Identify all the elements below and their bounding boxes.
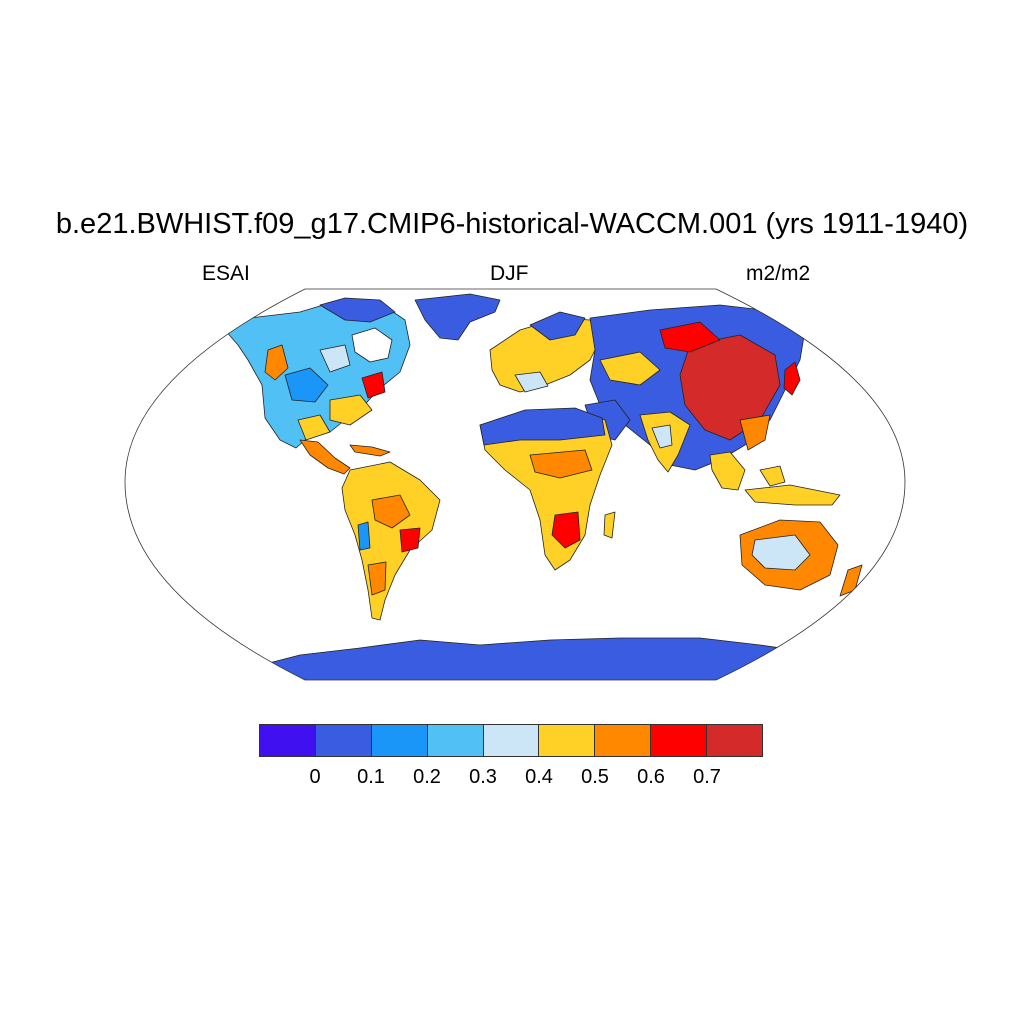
- colorbar-segment: [539, 725, 596, 756]
- na-patch: [297, 414, 331, 441]
- south-america: [341, 461, 441, 621]
- colorbar-segment: [371, 725, 428, 756]
- na-patch: [284, 367, 329, 403]
- variable-label: ESAI: [202, 262, 250, 285]
- season-label: DJF: [490, 262, 529, 285]
- indonesia: [744, 484, 841, 506]
- colorbar-tick-label: 0.5: [581, 766, 609, 788]
- new-zealand: [839, 564, 863, 597]
- japan: [783, 361, 801, 396]
- colorbar-segment: [260, 725, 316, 756]
- colorbar-segment: [595, 725, 652, 756]
- antarctica: [125, 637, 905, 680]
- colorbar-segment: [483, 725, 540, 756]
- na-patch: [361, 371, 386, 399]
- colorbar-segment: [707, 725, 763, 756]
- asia-yellow: [599, 351, 661, 386]
- arctic-islands: [319, 297, 396, 323]
- chart-title: b.e21.BWHIST.f09_g17.CMIP6-historical-WA…: [55, 208, 969, 240]
- hudson-bay: [351, 327, 393, 363]
- colorbar-tick-label: 0.3: [469, 766, 497, 788]
- colorbar-segment: [651, 725, 708, 756]
- colorbar-tick-label: 0.7: [693, 766, 721, 788]
- se-asia: [709, 451, 746, 491]
- caribbean: [349, 444, 391, 457]
- scandinavia: [529, 311, 586, 341]
- australia-pale: [751, 534, 811, 571]
- colorbar-segment: [427, 725, 484, 756]
- na-patch: [319, 344, 351, 373]
- colorbar-tick-label: 0.2: [413, 766, 441, 788]
- madagascar: [603, 511, 616, 539]
- na-patch: [329, 394, 373, 426]
- colorbar-labels: 0 0.1 0.2 0.3 0.4 0.5 0.6 0.7: [259, 766, 763, 790]
- central-america: [299, 439, 351, 475]
- colorbar-tick-label: 0.1: [357, 766, 385, 788]
- indonesia-2: [759, 465, 786, 487]
- greenland: [414, 293, 501, 341]
- sahara: [479, 407, 606, 446]
- colorbar: [259, 724, 763, 757]
- sa-patch: [371, 494, 411, 529]
- sa-patch: [357, 521, 371, 551]
- india-pale: [651, 424, 673, 449]
- colorbar-tick-label: 0: [309, 766, 321, 788]
- units-label: m2/m2: [746, 262, 811, 285]
- globe-outline: [124, 288, 906, 681]
- asia-red: [659, 321, 721, 353]
- colorbar-tick-label: 0.6: [637, 766, 665, 788]
- eu-patch: [514, 371, 549, 393]
- sa-patch: [367, 561, 387, 596]
- asia-orange: [739, 414, 771, 451]
- africa-red: [551, 511, 581, 549]
- colorbar-segment: [315, 725, 372, 756]
- africa-orange: [529, 449, 593, 479]
- colorbar-tick-label: 0.4: [525, 766, 553, 788]
- sa-patch: [399, 527, 421, 553]
- na-patch: [264, 344, 289, 381]
